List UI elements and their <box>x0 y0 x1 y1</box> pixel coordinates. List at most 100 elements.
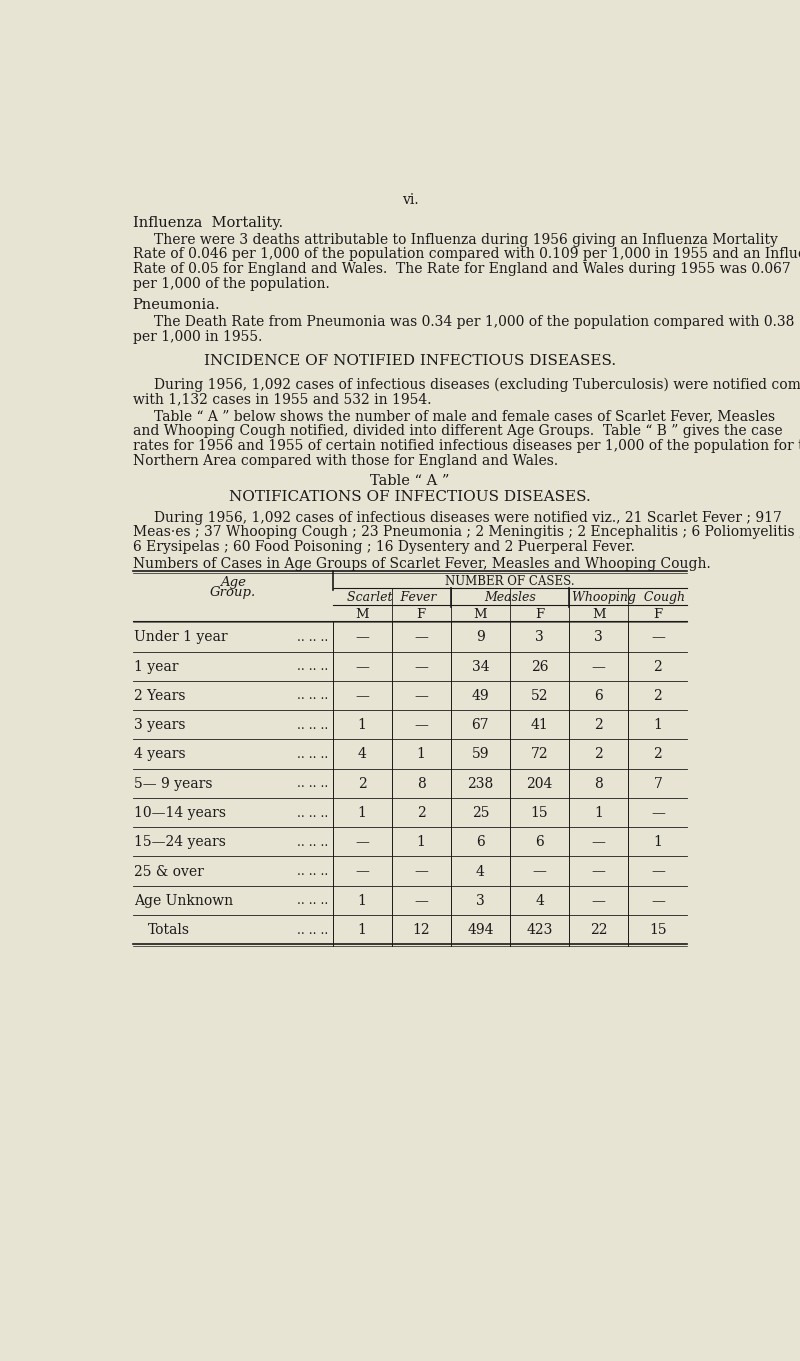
Text: with 1,132 cases in 1955 and 532 in 1954.: with 1,132 cases in 1955 and 532 in 1954… <box>133 392 431 406</box>
Text: and Whooping Cough notified, divided into different Age Groups.  Table “ B ” giv: and Whooping Cough notified, divided int… <box>133 425 782 438</box>
Text: Rate of 0.046 per 1,000 of the population compared with 0.109 per 1,000 in 1955 : Rate of 0.046 per 1,000 of the populatio… <box>133 248 800 261</box>
Text: Under 1 year: Under 1 year <box>134 630 228 645</box>
Text: 2: 2 <box>594 747 603 762</box>
Text: 59: 59 <box>472 747 489 762</box>
Text: 1: 1 <box>654 836 662 849</box>
Text: 49: 49 <box>471 689 490 704</box>
Text: —: — <box>414 894 428 908</box>
Text: 2: 2 <box>654 660 662 674</box>
Text: —: — <box>355 660 369 674</box>
Text: 72: 72 <box>530 747 548 762</box>
Text: .. .. ..: .. .. .. <box>298 660 329 674</box>
Text: —: — <box>592 836 606 849</box>
Text: —: — <box>355 864 369 879</box>
Text: —: — <box>651 864 665 879</box>
Text: During 1956, 1,092 cases of infectious diseases (excluding Tuberculosis) were no: During 1956, 1,092 cases of infectious d… <box>154 377 800 392</box>
Text: 2: 2 <box>358 777 366 791</box>
Text: INCIDENCE OF NOTIFIED INFECTIOUS DISEASES.: INCIDENCE OF NOTIFIED INFECTIOUS DISEASE… <box>204 354 616 369</box>
Text: per 1,000 of the population.: per 1,000 of the population. <box>133 276 330 290</box>
Text: NUMBER OF CASES.: NUMBER OF CASES. <box>445 576 574 588</box>
Text: Measles: Measles <box>484 592 536 604</box>
Text: —: — <box>651 630 665 645</box>
Text: 6: 6 <box>535 836 544 849</box>
Text: .. .. ..: .. .. .. <box>298 836 329 849</box>
Text: There were 3 deaths attributable to Influenza during 1956 giving an Influenza Mo: There were 3 deaths attributable to Infl… <box>154 233 778 246</box>
Text: 3 years: 3 years <box>134 719 186 732</box>
Text: 2: 2 <box>594 719 603 732</box>
Text: 41: 41 <box>530 719 549 732</box>
Text: —: — <box>355 836 369 849</box>
Text: .. .. ..: .. .. .. <box>298 924 329 936</box>
Text: 8: 8 <box>594 777 603 791</box>
Text: 2 Years: 2 Years <box>134 689 186 704</box>
Text: F: F <box>535 608 544 622</box>
Text: 15: 15 <box>649 923 666 938</box>
Text: —: — <box>355 689 369 704</box>
Text: 6: 6 <box>476 836 485 849</box>
Text: 3: 3 <box>476 894 485 908</box>
Text: .. .. ..: .. .. .. <box>298 719 329 732</box>
Text: .. .. ..: .. .. .. <box>298 749 329 761</box>
Text: 52: 52 <box>531 689 548 704</box>
Text: —: — <box>414 630 428 645</box>
Text: 1: 1 <box>654 719 662 732</box>
Text: —: — <box>414 689 428 704</box>
Text: M: M <box>355 608 369 622</box>
Text: .. .. ..: .. .. .. <box>298 690 329 702</box>
Text: rates for 1956 and 1955 of certain notified infectious diseases per 1,000 of the: rates for 1956 and 1955 of certain notif… <box>133 440 800 453</box>
Text: 7: 7 <box>654 777 662 791</box>
Text: F: F <box>654 608 662 622</box>
Text: Age: Age <box>219 576 246 589</box>
Text: 9: 9 <box>476 630 485 645</box>
Text: 15—24 years: 15—24 years <box>134 836 226 849</box>
Text: .. .. ..: .. .. .. <box>298 777 329 791</box>
Text: —: — <box>414 660 428 674</box>
Text: M: M <box>474 608 487 622</box>
Text: 494: 494 <box>467 923 494 938</box>
Text: Northern Area compared with those for England and Wales.: Northern Area compared with those for En… <box>133 453 558 468</box>
Text: Numbers of Cases in Age Groups of Scarlet Fever, Measles and Whooping Cough.: Numbers of Cases in Age Groups of Scarle… <box>133 557 710 570</box>
Text: 4: 4 <box>358 747 366 762</box>
Text: 204: 204 <box>526 777 553 791</box>
Text: per 1,000 in 1955.: per 1,000 in 1955. <box>133 329 262 343</box>
Text: 1: 1 <box>358 719 366 732</box>
Text: 5— 9 years: 5— 9 years <box>134 777 213 791</box>
Text: —: — <box>592 864 606 879</box>
Text: 4: 4 <box>476 864 485 879</box>
Text: Group.: Group. <box>210 587 256 599</box>
Text: —: — <box>592 894 606 908</box>
Text: M: M <box>592 608 606 622</box>
Text: Rate of 0.05 for England and Wales.  The Rate for England and Wales during 1955 : Rate of 0.05 for England and Wales. The … <box>133 261 790 276</box>
Text: Whooping  Cough: Whooping Cough <box>572 592 685 604</box>
Text: The Death Rate from Pneumonia was 0.34 per 1,000 of the population compared with: The Death Rate from Pneumonia was 0.34 p… <box>154 314 794 329</box>
Text: —: — <box>592 660 606 674</box>
Text: Influenza  Mortality.: Influenza Mortality. <box>133 215 282 230</box>
Text: 25: 25 <box>472 806 489 821</box>
Text: 26: 26 <box>531 660 548 674</box>
Text: Age Unknown: Age Unknown <box>134 894 234 908</box>
Text: Table “ A ” below shows the number of male and female cases of Scarlet Fever, Me: Table “ A ” below shows the number of ma… <box>154 410 775 423</box>
Text: NOTIFICATIONS OF INFECTIOUS DISEASES.: NOTIFICATIONS OF INFECTIOUS DISEASES. <box>229 490 591 504</box>
Text: —: — <box>414 719 428 732</box>
Text: 2: 2 <box>417 806 426 821</box>
Text: 22: 22 <box>590 923 607 938</box>
Text: 8: 8 <box>417 777 426 791</box>
Text: —: — <box>533 864 546 879</box>
Text: —: — <box>355 630 369 645</box>
Text: —: — <box>414 864 428 879</box>
Text: vi.: vi. <box>402 192 418 207</box>
Text: 3: 3 <box>535 630 544 645</box>
Text: 1: 1 <box>358 894 366 908</box>
Text: 67: 67 <box>471 719 490 732</box>
Text: Meas·es ; 37 Whooping Cough ; 23 Pneumonia ; 2 Meningitis ; 2 Encephalitis ; 6 P: Meas·es ; 37 Whooping Cough ; 23 Pneumon… <box>133 525 800 539</box>
Text: 25 & over: 25 & over <box>134 864 204 879</box>
Text: During 1956, 1,092 cases of infectious diseases were notified viz., 21 Scarlet F: During 1956, 1,092 cases of infectious d… <box>154 510 782 524</box>
Text: 4 years: 4 years <box>134 747 186 762</box>
Text: F: F <box>417 608 426 622</box>
Text: 15: 15 <box>530 806 548 821</box>
Text: 423: 423 <box>526 923 553 938</box>
Text: —: — <box>651 806 665 821</box>
Text: 4: 4 <box>535 894 544 908</box>
Text: 3: 3 <box>594 630 603 645</box>
Text: 2: 2 <box>654 747 662 762</box>
